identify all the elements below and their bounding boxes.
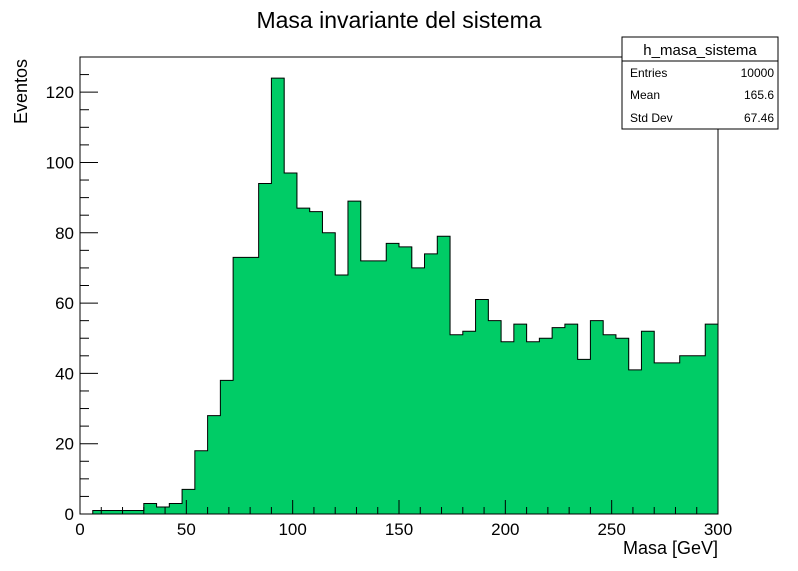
y-tick-label: 60	[55, 294, 74, 313]
histogram-bar	[424, 253, 438, 514]
histogram-bar	[118, 510, 132, 514]
y-axis-ticks: 0 20 40 60 80 100 120	[46, 56, 98, 524]
y-tick-label: 120	[46, 83, 74, 102]
stats-mean-value: 165.6	[744, 88, 774, 102]
stats-entries-label: Entries	[630, 66, 667, 80]
histogram-bar	[513, 324, 528, 514]
histogram-bar	[437, 236, 451, 515]
histogram-bar	[603, 334, 617, 514]
stats-stddev-label: Std Dev	[630, 111, 673, 125]
histogram-bar	[245, 257, 260, 514]
stats-box: h_masa_sistema Entries 10000 Mean 165.6 …	[621, 36, 779, 130]
histogram-bar	[258, 183, 272, 515]
x-tick-label: 0	[75, 520, 84, 539]
histogram-bar	[207, 415, 221, 514]
histogram-bar	[399, 246, 413, 515]
x-tick-label: 150	[385, 520, 413, 539]
histogram-bar	[679, 355, 693, 514]
histogram-bar	[284, 173, 298, 514]
x-tick-label: 200	[491, 520, 519, 539]
x-tick-label: 50	[177, 520, 196, 539]
histogram-bar	[501, 341, 515, 514]
y-tick-label: 80	[55, 224, 74, 243]
histogram-outline	[80, 77, 719, 515]
histogram-bar	[552, 327, 566, 514]
histogram-bar	[360, 260, 374, 514]
histogram-bar	[462, 331, 477, 514]
histogram-bar	[590, 320, 604, 514]
histogram-bar	[654, 362, 668, 514]
histogram-bar	[475, 299, 489, 514]
histogram-bar	[194, 450, 209, 514]
histogram-bar	[577, 359, 591, 514]
histogram-bar	[450, 334, 464, 514]
histogram-bar	[705, 324, 719, 514]
histogram-bar	[335, 274, 349, 514]
histogram-bar	[526, 341, 540, 514]
histogram-bar	[105, 510, 119, 514]
histogram-bar	[233, 257, 247, 514]
chart-title: Masa invariante del sistema	[256, 7, 541, 33]
x-axis-label: Masa [GeV]	[623, 538, 718, 558]
histogram-bar	[220, 380, 234, 514]
histogram-bar	[143, 503, 158, 514]
histogram-bar	[692, 355, 706, 514]
x-axis-ticks: 0 50 100 150 200 250 300	[75, 500, 732, 539]
histogram-bar	[271, 78, 285, 514]
x-tick-label: 100	[278, 520, 306, 539]
histogram-bar	[156, 506, 170, 514]
histogram-bar	[92, 510, 107, 514]
y-tick-label: 40	[55, 364, 74, 383]
x-tick-label: 300	[704, 520, 732, 539]
histogram-bar	[488, 320, 502, 514]
histogram-bar	[615, 338, 630, 514]
y-axis-label: Eventos	[11, 59, 31, 124]
histogram-bar	[373, 260, 387, 514]
histogram-bar	[564, 324, 579, 514]
histogram-bar	[411, 267, 426, 514]
histogram-bar	[641, 331, 655, 514]
y-tick-label: 100	[46, 153, 74, 172]
x-tick-label: 250	[597, 520, 625, 539]
histogram-bar	[169, 503, 183, 514]
stats-mean-label: Mean	[630, 88, 660, 102]
histogram-bar	[539, 338, 553, 514]
histogram-bar	[628, 369, 642, 514]
stats-box-title: h_masa_sistema	[643, 42, 757, 59]
y-tick-label: 0	[65, 505, 74, 524]
y-tick-label: 20	[55, 435, 74, 454]
stats-entries-value: 10000	[741, 66, 775, 80]
histogram-bar	[666, 362, 681, 514]
stats-stddev-value: 67.46	[744, 111, 774, 125]
histogram-bar	[309, 211, 323, 514]
histogram-bar	[386, 243, 400, 515]
histogram-bar	[131, 510, 145, 514]
histogram-bar	[182, 489, 196, 514]
histogram-bar	[322, 232, 336, 514]
histogram-bar	[296, 208, 311, 514]
histogram-bar	[347, 201, 362, 514]
histogram-bars	[92, 78, 719, 515]
